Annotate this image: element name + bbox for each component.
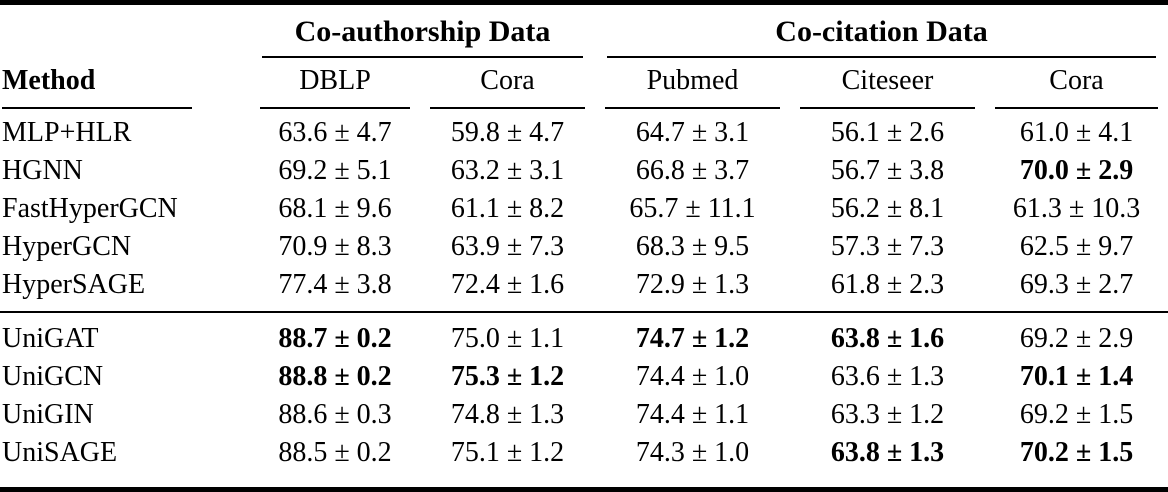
table-row: UniSAGE 88.5 ± 0.2 75.1 ± 1.2 74.3 ± 1.0 63.…: [0, 434, 1168, 490]
value-cell: 61.0 ± 4.1: [1019, 117, 1134, 148]
citeseer-column-rule: [800, 107, 975, 109]
column-header-pubmed: Pubmed: [595, 58, 790, 109]
method-cell: UniGAT: [0, 311, 250, 358]
table-row: FastHyperGCN 68.1 ± 9.6 61.1 ± 8.2 65.7 ± 1…: [0, 190, 1168, 228]
value-cell: 56.7 ± 3.8: [830, 155, 945, 186]
value-cell: 74.7 ± 1.2: [595, 311, 790, 358]
group-header-coauthorship: Co-authorship Data: [250, 3, 595, 58]
pubmed-column-rule: [605, 107, 780, 109]
column-header-citeseer: Citeseer: [790, 58, 985, 109]
method-column-rule: [2, 107, 192, 109]
method-cell: UniGCN: [2, 361, 104, 392]
value-cell: 74.8 ± 1.3: [450, 399, 565, 430]
table-row: MLP+HLR 63.6 ± 4.7 59.8 ± 4.7 64.7 ± 3.1 56.…: [0, 109, 1168, 152]
value-cell: 72.4 ± 1.6: [450, 269, 565, 300]
value-cell: 70.0 ± 2.9: [1019, 155, 1134, 186]
table-row: HyperGCN 70.9 ± 8.3 63.9 ± 7.3 68.3 ± 9.5 57…: [0, 228, 1168, 266]
value-cell: 69.3 ± 2.7: [1019, 269, 1134, 300]
value-cell: 61.3 ± 10.3: [1012, 193, 1141, 224]
value-cell: 77.4 ± 3.8: [278, 269, 392, 300]
value-cell: 74.3 ± 1.0: [635, 437, 750, 468]
value-cell: 64.7 ± 3.1: [635, 117, 750, 148]
value-cell: 69.2 ± 5.1: [278, 155, 392, 186]
dblp-column-rule: [260, 107, 410, 109]
value-cell: 56.2 ± 8.1: [830, 193, 945, 224]
value-cell: 75.3 ± 1.2: [450, 361, 565, 392]
method-cell: HyperSAGE: [2, 269, 146, 300]
table-row: UniGIN 88.6 ± 0.3 74.8 ± 1.3 74.4 ± 1.1 63.3…: [0, 396, 1168, 434]
column-header-dblp: DBLP: [250, 58, 420, 109]
table-row: HyperSAGE 77.4 ± 3.8 72.4 ± 1.6 72.9 ± 1.3 6…: [0, 266, 1168, 312]
value-cell: 63.6 ± 4.7: [278, 117, 392, 148]
value-cell: 70.9 ± 8.3: [278, 231, 392, 262]
column-header-method: Method: [0, 58, 250, 109]
cora-authorship-column-rule: [430, 107, 585, 109]
value-cell: 75.0 ± 1.1: [420, 311, 595, 358]
column-header-row: Method DBLP Cora Pubmed Citeseer Cora: [0, 58, 1168, 109]
coauthorship-group-rule: [262, 56, 583, 58]
value-cell: 63.8 ± 1.6: [790, 311, 985, 358]
value-cell: 88.5 ± 0.2: [278, 437, 392, 468]
value-cell: 68.1 ± 9.6: [278, 193, 392, 224]
value-cell: 63.8 ± 1.3: [830, 437, 945, 468]
group-header-row: Co-authorship Data Co-citation Data: [0, 3, 1168, 59]
cocitation-group-rule: [607, 56, 1157, 58]
value-cell: 56.1 ± 2.6: [830, 117, 945, 148]
table-row: HGNN 69.2 ± 5.1 63.2 ± 3.1 66.8 ± 3.7 56.7 ±…: [0, 152, 1168, 190]
coauthorship-group-label: Co-authorship Data: [294, 15, 551, 48]
value-cell: 63.3 ± 1.2: [830, 399, 945, 430]
method-cell: HyperGCN: [2, 231, 132, 262]
method-cell: HGNN: [2, 155, 83, 186]
baseline-methods-group: MLP+HLR 63.6 ± 4.7 59.8 ± 4.7 64.7 ± 3.1 56.…: [0, 109, 1168, 312]
table-row: UniGAT 88.7 ± 0.2 75.0 ± 1.1 74.7 ± 1.2 63.8…: [0, 311, 1168, 358]
value-cell: 62.5 ± 9.7: [1019, 231, 1134, 262]
cora-citation-column-rule: [995, 107, 1159, 109]
value-cell: 72.9 ± 1.3: [635, 269, 750, 300]
value-cell: 69.2 ± 1.5: [1019, 399, 1134, 430]
value-cell: 65.7 ± 11.1: [629, 193, 756, 224]
unignn-methods-group: UniGAT 88.7 ± 0.2 75.0 ± 1.1 74.7 ± 1.2 63.8…: [0, 311, 1168, 490]
value-cell: 66.8 ± 3.7: [635, 155, 750, 186]
method-cell: UniGIN: [2, 399, 94, 430]
value-cell: 74.4 ± 1.1: [635, 399, 750, 430]
group-header-spacer: [0, 3, 250, 59]
value-cell: 88.7 ± 0.2: [250, 311, 420, 358]
value-cell: 75.1 ± 1.2: [450, 437, 565, 468]
group-header-cocitation: Co-citation Data: [595, 3, 1168, 58]
method-cell: MLP+HLR: [2, 117, 132, 148]
value-cell: 88.8 ± 0.2: [278, 361, 392, 392]
column-header-cora-citation: Cora: [985, 58, 1168, 109]
column-header-cora-authorship: Cora: [420, 58, 595, 109]
value-cell: 68.3 ± 9.5: [635, 231, 750, 262]
method-cell: UniSAGE: [2, 437, 118, 468]
value-cell: 74.4 ± 1.0: [635, 361, 750, 392]
value-cell: 63.6 ± 1.3: [830, 361, 945, 392]
value-cell: 63.2 ± 3.1: [450, 155, 565, 186]
value-cell: 70.1 ± 1.4: [1019, 361, 1134, 392]
value-cell: 63.9 ± 7.3: [450, 231, 565, 262]
method-cell: FastHyperGCN: [2, 193, 178, 224]
table-row: UniGCN 88.8 ± 0.2 75.3 ± 1.2 74.4 ± 1.0 63.6…: [0, 358, 1168, 396]
value-cell: 57.3 ± 7.3: [830, 231, 945, 262]
value-cell: 70.2 ± 1.5: [1019, 437, 1134, 468]
value-cell: 88.6 ± 0.3: [278, 399, 392, 430]
value-cell: 69.2 ± 2.9: [985, 311, 1168, 358]
value-cell: 61.8 ± 2.3: [830, 269, 945, 300]
value-cell: 59.8 ± 4.7: [450, 117, 565, 148]
value-cell: 61.1 ± 8.2: [450, 193, 565, 224]
cocitation-group-label: Co-citation Data: [775, 15, 988, 48]
